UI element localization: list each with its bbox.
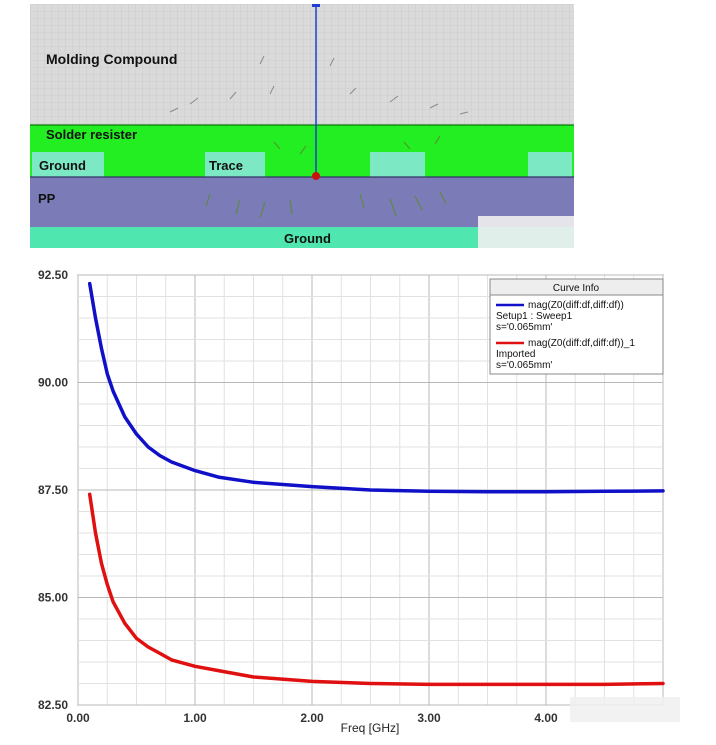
probe-point bbox=[312, 172, 320, 180]
impedance-chart: 0.00 1.00 2.00 3.00 4.00 82.50 85.00 87.50 90.0… bbox=[0, 262, 716, 745]
x-tick-label: 3.00 bbox=[417, 711, 441, 725]
legend-title: Curve Info bbox=[553, 283, 600, 294]
series-line-2 bbox=[87, 492, 665, 687]
y-tick-label: 82.50 bbox=[38, 698, 68, 712]
ground-top-label: Ground bbox=[39, 158, 86, 173]
y-tick-label: 87.50 bbox=[38, 483, 68, 497]
y-axis-ticks: 82.50 85.00 87.50 90.00 92.50 bbox=[38, 268, 68, 712]
series-lines bbox=[87, 281, 665, 687]
x-tick-label: 4.00 bbox=[534, 711, 558, 725]
trace-left-conductor bbox=[205, 152, 265, 177]
legend-series-2-detail2: s='0.065mm' bbox=[496, 360, 552, 371]
stackup-cross-section: Molding Compound Solder resister Ground … bbox=[30, 4, 574, 248]
series-line-1 bbox=[87, 281, 665, 494]
pp-label: PP bbox=[38, 191, 56, 206]
x-axis-label: Freq [GHz] bbox=[341, 721, 400, 735]
legend: Curve Info mag(Z0(diff:df,diff:df)) Setu… bbox=[489, 278, 664, 375]
molding-compound-label: Molding Compound bbox=[46, 51, 177, 67]
ground-bottom-label: Ground bbox=[284, 231, 331, 246]
molding-compound-layer bbox=[30, 4, 574, 125]
y-tick-label: 90.00 bbox=[38, 376, 68, 390]
x-tick-label: 0.00 bbox=[66, 711, 90, 725]
trace-label: Trace bbox=[209, 158, 243, 173]
y-tick-label: 85.00 bbox=[38, 591, 68, 605]
x-tick-label: 1.00 bbox=[183, 711, 207, 725]
legend-series-1-detail1: Setup1 : Sweep1 bbox=[496, 311, 573, 322]
legend-series-2-name: mag(Z0(diff:df,diff:df))_1 bbox=[528, 338, 635, 349]
solder-resister-label: Solder resister bbox=[46, 127, 137, 142]
legend-series-1-name: mag(Z0(diff:df,diff:df)) bbox=[528, 300, 624, 311]
trace-right-conductor bbox=[370, 152, 425, 177]
ground-left-conductor bbox=[32, 152, 104, 177]
field-arrows bbox=[169, 55, 469, 115]
x-axis-ticks: 0.00 1.00 2.00 3.00 4.00 bbox=[66, 711, 558, 725]
ground-right-conductor bbox=[528, 152, 572, 177]
ground-bottom-layer bbox=[30, 227, 574, 248]
y-tick-label: 92.50 bbox=[38, 268, 68, 282]
legend-series-1-detail2: s='0.065mm' bbox=[496, 322, 552, 333]
x-tick-label: 2.00 bbox=[300, 711, 324, 725]
legend-series-2-detail1: Imported bbox=[496, 349, 535, 360]
